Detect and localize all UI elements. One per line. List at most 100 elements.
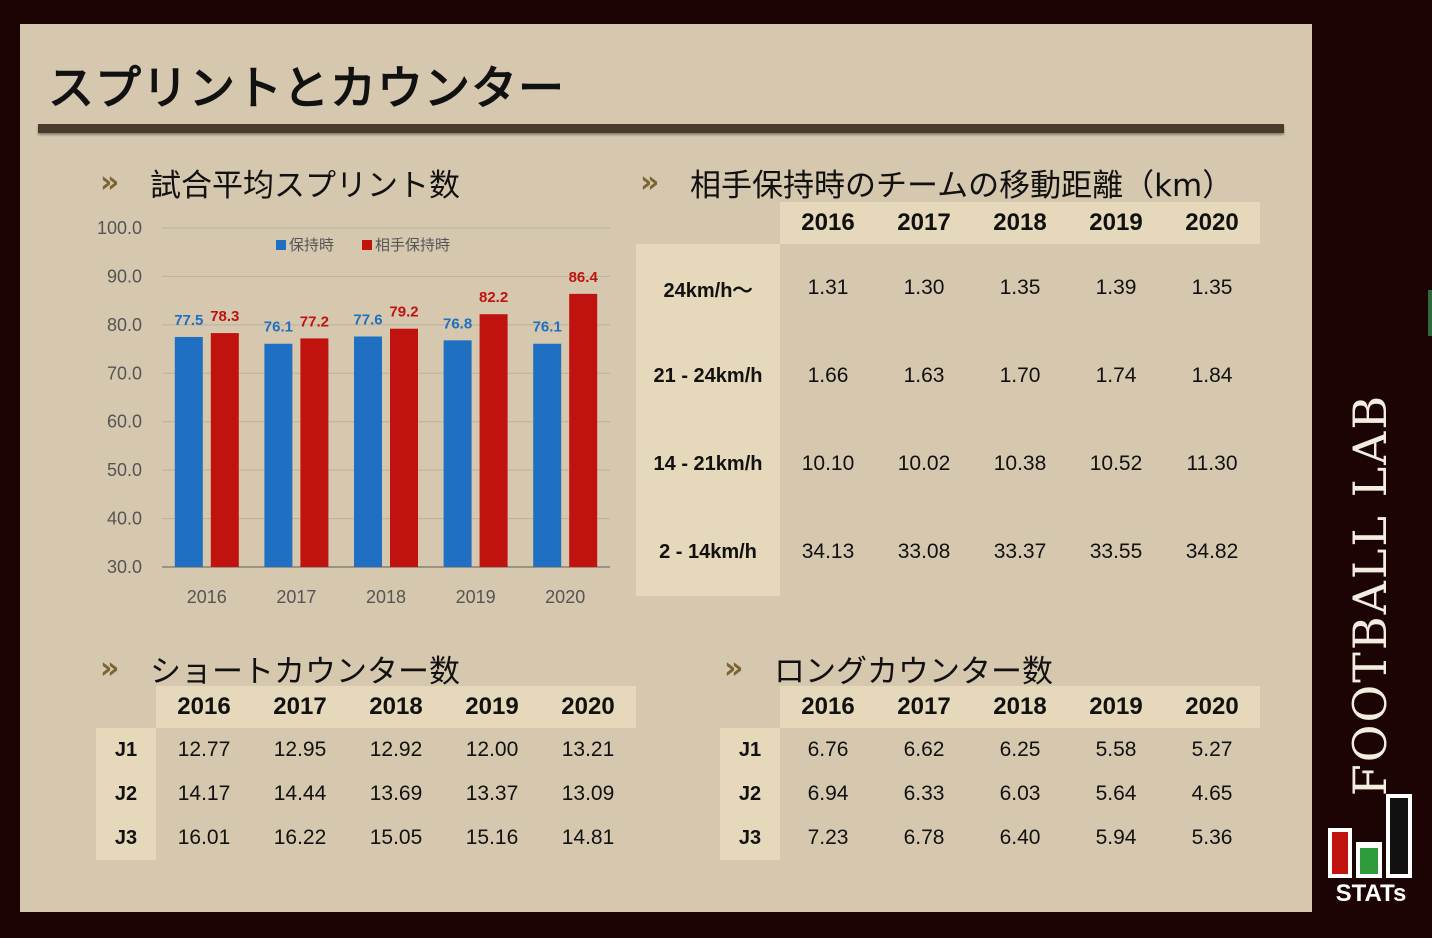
table-row: J2 6.94 6.33 6.03 5.64 4.65: [720, 772, 1260, 816]
distance-title: 相手保持時のチームの移動距離（km）: [690, 168, 1234, 204]
title-divider: [38, 124, 1284, 133]
table-cell: 5.27: [1191, 738, 1233, 761]
table-cell: 1.70: [999, 364, 1041, 387]
year-header: 2020: [1164, 686, 1260, 728]
bar-opp-2020: [569, 293, 598, 567]
table-cell: 6.78: [903, 826, 945, 849]
long-counter-heading: » ロングカウンター数: [724, 646, 1053, 691]
x-tick-label: 2020: [545, 587, 585, 607]
x-tick-label: 2019: [456, 587, 496, 607]
year-header: 2018: [972, 202, 1068, 244]
bar-opp-2018: [390, 328, 418, 567]
table-cell: 13.69: [369, 782, 423, 805]
table-cell: 1.31: [807, 276, 849, 299]
bar-opp-2019: [479, 314, 508, 567]
table-cell: 1.30: [903, 276, 945, 299]
row-label: J2: [720, 772, 780, 816]
table-cell: 33.37: [993, 540, 1047, 563]
table-cell: 5.58: [1095, 738, 1137, 761]
legend-swatch: [362, 240, 372, 250]
table-cell: 16.22: [273, 826, 327, 849]
chevron-icon: »: [640, 165, 659, 200]
table-row: J3 7.23 6.78 6.40 5.94 5.36: [720, 816, 1260, 860]
table-row: J1 12.77 12.95 12.92 12.00 13.21: [96, 728, 636, 772]
table-cell: 13.09: [561, 782, 615, 805]
chevron-icon: »: [100, 165, 119, 200]
table-cell: 14.44: [273, 782, 327, 805]
table-cell: 4.65: [1191, 782, 1233, 805]
edge-accent: [1428, 290, 1432, 336]
table-cell: 13.37: [465, 782, 519, 805]
y-tick-label: 100.0: [97, 218, 142, 238]
table-row: 14 - 21km/h 10.10 10.02 10.38 10.52 11.30: [636, 420, 1260, 508]
distance-table: 2016 2017 2018 2019 2020 24km/h〜 1.31 1.30 1.35 1…: [636, 202, 1260, 596]
year-header: 2017: [876, 686, 972, 728]
y-tick-label: 60.0: [107, 412, 142, 432]
data-label: 76.1: [264, 319, 293, 336]
row-label: J3: [96, 816, 156, 860]
data-label: 79.2: [389, 304, 418, 321]
year-header: 2018: [972, 686, 1068, 728]
year-header: 2019: [1068, 686, 1164, 728]
table-cell: 6.62: [903, 738, 945, 761]
year-header: 2016: [780, 686, 876, 728]
table-cell: 1.35: [1191, 276, 1233, 299]
stats-logo-icon: [1328, 794, 1412, 878]
row-label: J1: [96, 728, 156, 772]
data-label: 76.8: [443, 315, 472, 332]
year-header: 2018: [348, 686, 444, 728]
y-tick-label: 30.0: [107, 557, 142, 577]
table-cell: 34.13: [801, 540, 855, 563]
table-cell: 33.55: [1089, 540, 1143, 563]
table-cell: 5.36: [1191, 826, 1233, 849]
row-label: J2: [96, 772, 156, 816]
table-cell: 7.23: [807, 826, 849, 849]
chevron-icon: »: [724, 651, 743, 686]
table-corner: [636, 202, 780, 244]
table-cell: 15.16: [465, 826, 519, 849]
sprint-chart-heading: » 試合平均スプリント数: [100, 160, 460, 205]
year-header: 2017: [876, 202, 972, 244]
x-tick-label: 2017: [276, 587, 316, 607]
legend-label: 相手保持時: [375, 236, 450, 254]
sprint-bar-chart: 100.0 90.0 80.0 70.0 60.0 50.0 40.0 30.0 77.5 78.…: [97, 218, 610, 607]
brand-name: FOOTBALL LAB: [1343, 393, 1397, 797]
distance-heading: » 相手保持時のチームの移動距離（km）: [640, 160, 1233, 205]
long-counter-title: ロングカウンター数: [774, 654, 1053, 690]
page-title: スプリントとカウンター: [48, 61, 565, 115]
data-label: 76.1: [533, 319, 562, 336]
table-corner: [720, 686, 780, 728]
x-tick-label: 2016: [187, 587, 227, 607]
table-cell: 12.77: [177, 738, 231, 761]
bar-own-2020: [533, 343, 562, 567]
data-label: 86.4: [569, 269, 599, 286]
table-row: J3 16.01 16.22 15.05 15.16 14.81: [96, 816, 636, 860]
table-cell: 12.00: [465, 738, 519, 761]
table-cell: 5.64: [1095, 782, 1137, 805]
table-cell: 15.05: [369, 826, 423, 849]
table-cell: 1.66: [807, 364, 849, 387]
table-cell: 14.17: [177, 782, 231, 805]
row-label: 14 - 21km/h: [636, 420, 780, 508]
table-cell: 1.39: [1095, 276, 1137, 299]
y-tick-label: 40.0: [107, 509, 142, 529]
y-tick-label: 80.0: [107, 315, 142, 335]
bar-own-2019: [443, 340, 472, 567]
table-cell: 1.74: [1095, 364, 1137, 387]
brand-vertical: FOOTBALL LAB: [1320, 394, 1420, 796]
stats-logo-text: STATs: [1335, 880, 1407, 907]
sprint-chart-title: 試合平均スプリント数: [150, 168, 460, 204]
table-cell: 1.63: [903, 364, 945, 387]
short-counter-table: 2016 2017 2018 2019 2020 J1 12.77 12.95 12.92 12.…: [96, 686, 636, 860]
table-cell: 1.84: [1191, 364, 1233, 387]
row-label: 2 - 14km/h: [636, 508, 780, 596]
table-cell: 6.33: [903, 782, 945, 805]
table-row: 2 - 14km/h 34.13 33.08 33.37 33.55 34.82: [636, 508, 1260, 596]
table-row: J1 6.76 6.62 6.25 5.58 5.27: [720, 728, 1260, 772]
row-label: 24km/h〜: [636, 244, 780, 332]
y-tick-label: 90.0: [107, 266, 142, 286]
table-cell: 6.94: [807, 782, 849, 805]
table-cell: 6.40: [999, 826, 1041, 849]
row-label: J1: [720, 728, 780, 772]
data-label: 77.5: [174, 312, 203, 329]
